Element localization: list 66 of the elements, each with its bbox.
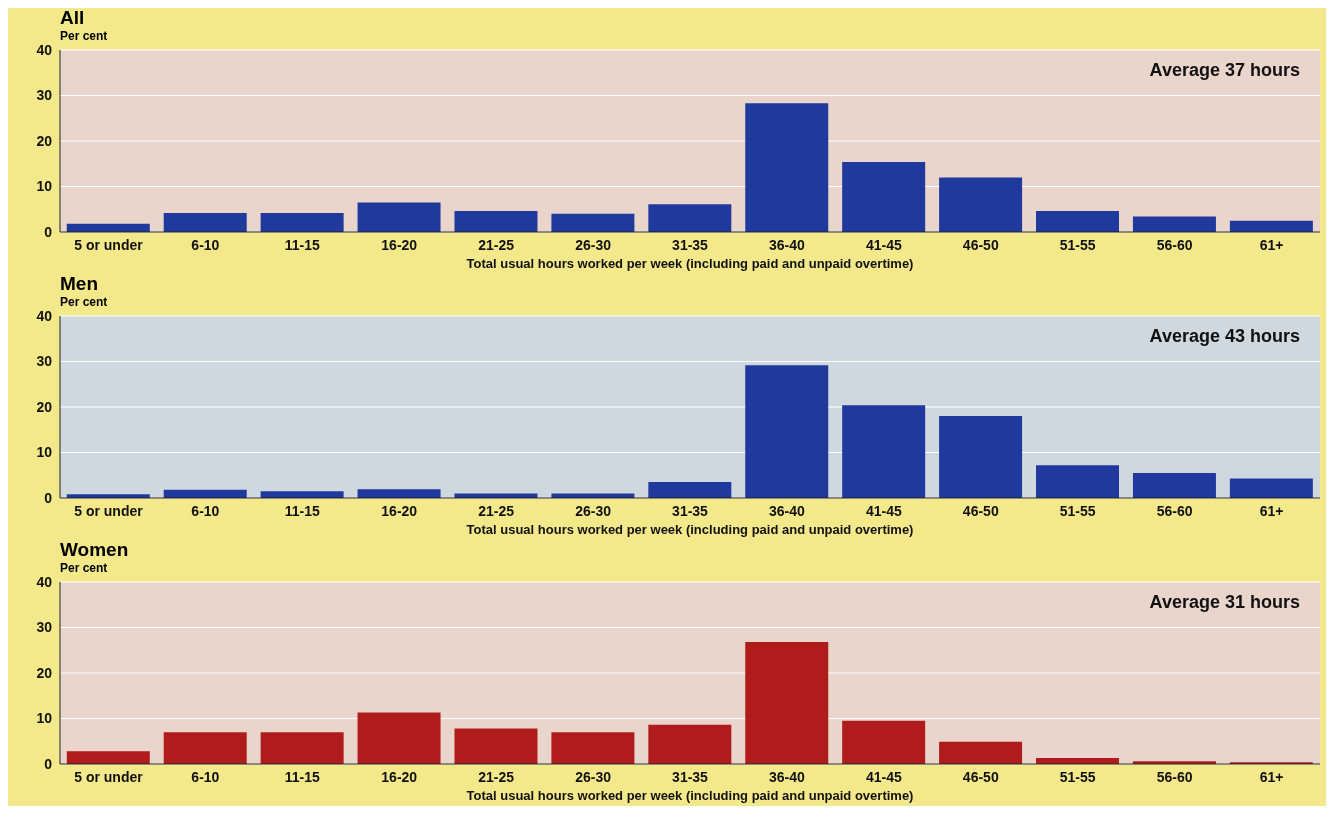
chart-title: Women xyxy=(60,539,130,560)
y-axis-title: Per cent xyxy=(60,28,109,44)
annotation: Average 43 hours xyxy=(1149,326,1300,347)
x-tick-label: 26-30 xyxy=(575,236,612,253)
x-tick-label: 6-10 xyxy=(191,502,220,519)
y-tick-label: 40 xyxy=(36,307,53,324)
x-tick-label: 26-30 xyxy=(575,502,612,519)
x-tick-label: 56-60 xyxy=(1156,236,1193,253)
annotation: Average 31 hours xyxy=(1149,592,1300,613)
x-tick-label: 16-20 xyxy=(381,236,418,253)
x-tick-label: 46-50 xyxy=(962,768,999,785)
x-tick-label: 36-40 xyxy=(769,768,806,785)
x-tick-label: 31-35 xyxy=(672,768,709,785)
y-axis-title: Per cent xyxy=(60,294,109,310)
y-tick-label: 30 xyxy=(36,87,53,104)
x-tick-label: 56-60 xyxy=(1156,768,1193,785)
x-tick-label: 41-45 xyxy=(865,236,902,253)
x-tick-label: 61+ xyxy=(1259,768,1284,785)
x-tick-label: 11-15 xyxy=(284,236,321,253)
x-axis-title: Total usual hours worked per week (including paid and unpaid overtime) xyxy=(466,788,914,803)
x-tick-label: 31-35 xyxy=(672,502,709,519)
y-tick-label: 0 xyxy=(44,489,53,506)
x-tick-label: 36-40 xyxy=(769,502,806,519)
y-tick-label: 30 xyxy=(36,619,53,636)
x-tick-label: 46-50 xyxy=(962,502,999,519)
chart-title: Men xyxy=(60,273,99,294)
x-tick-label: 51-55 xyxy=(1059,236,1096,253)
y-tick-label: 10 xyxy=(36,710,53,727)
x-tick-label: 61+ xyxy=(1259,502,1284,519)
x-tick-label: 5 or under xyxy=(74,502,144,519)
x-tick-label: 51-55 xyxy=(1059,768,1096,785)
x-tick-label: 6-10 xyxy=(191,768,220,785)
x-tick-label: 36-40 xyxy=(769,236,806,253)
y-tick-label: 20 xyxy=(36,664,53,681)
x-tick-label: 26-30 xyxy=(575,768,612,785)
x-tick-label: 21-25 xyxy=(478,236,515,253)
x-tick-label: 56-60 xyxy=(1156,502,1193,519)
y-tick-label: 20 xyxy=(36,132,53,149)
x-axis-title: Total usual hours worked per week (including paid and unpaid overtime) xyxy=(466,256,914,271)
x-tick-label: 46-50 xyxy=(962,236,999,253)
x-axis-title: Total usual hours worked per week (including paid and unpaid overtime) xyxy=(466,522,914,537)
x-tick-label: 5 or under xyxy=(74,236,144,253)
x-tick-label: 31-35 xyxy=(672,236,709,253)
x-tick-label: 21-25 xyxy=(478,768,515,785)
y-tick-label: 30 xyxy=(36,353,53,370)
y-tick-label: 20 xyxy=(36,398,53,415)
y-axis-title: Per cent xyxy=(60,560,109,576)
chart-title: All xyxy=(60,7,86,28)
y-tick-label: 10 xyxy=(36,178,53,195)
x-tick-label: 41-45 xyxy=(865,502,902,519)
annotation: Average 37 hours xyxy=(1149,60,1300,81)
x-tick-label: 11-15 xyxy=(284,768,321,785)
x-tick-label: 16-20 xyxy=(381,502,418,519)
x-tick-label: 21-25 xyxy=(478,502,515,519)
y-tick-label: 0 xyxy=(44,223,53,240)
x-tick-label: 51-55 xyxy=(1059,502,1096,519)
x-tick-label: 41-45 xyxy=(865,768,902,785)
y-tick-label: 0 xyxy=(44,755,53,772)
x-tick-label: 11-15 xyxy=(284,502,321,519)
x-tick-label: 5 or under xyxy=(74,768,144,785)
x-tick-label: 6-10 xyxy=(191,236,220,253)
x-tick-label: 61+ xyxy=(1259,236,1284,253)
y-tick-label: 40 xyxy=(36,41,53,58)
y-tick-label: 10 xyxy=(36,444,53,461)
x-tick-label: 16-20 xyxy=(381,768,418,785)
y-tick-label: 40 xyxy=(36,573,53,590)
